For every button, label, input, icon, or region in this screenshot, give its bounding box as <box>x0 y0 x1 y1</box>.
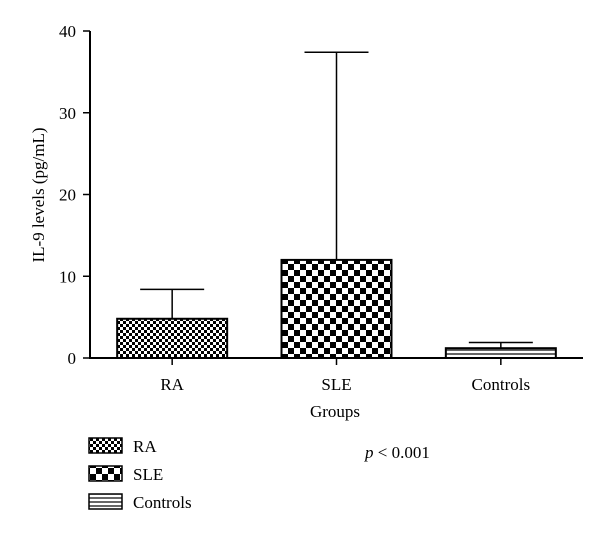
bars <box>116 258 557 360</box>
p-value-text: < 0.001 <box>374 443 430 462</box>
x-axis-label: Groups <box>310 402 360 421</box>
legend-label-controls: Controls <box>133 493 192 512</box>
x-tick-label-sle: SLE <box>321 375 351 394</box>
legend-swatch-ra <box>88 437 123 454</box>
legend-swatch-sle <box>88 465 123 482</box>
legend: RA SLE Controls <box>88 437 192 512</box>
y-axis-ticks: 0 10 20 30 40 <box>59 22 90 368</box>
x-tick-label-ra: RA <box>160 375 184 394</box>
legend-label-ra: RA <box>133 437 157 456</box>
bar-controls <box>444 347 557 360</box>
error-bars <box>140 51 533 349</box>
y-tick-label: 20 <box>59 186 76 205</box>
bar-ra <box>116 317 229 360</box>
legend-label-sle: SLE <box>133 465 163 484</box>
y-axis-label: IL-9 levels (pg/mL) <box>29 127 48 262</box>
x-axis-tick-labels: RA SLE Controls <box>160 358 530 394</box>
y-tick-label: 10 <box>59 267 76 286</box>
legend-swatch-controls <box>88 493 123 510</box>
y-tick-label: 0 <box>68 349 77 368</box>
p-value-symbol: p <box>364 443 374 462</box>
p-value-annotation: p < 0.001 <box>364 443 430 462</box>
y-tick-label: 40 <box>59 22 76 41</box>
x-tick-label-controls: Controls <box>472 375 531 394</box>
y-tick-label: 30 <box>59 104 76 123</box>
bar-sle <box>280 258 393 359</box>
